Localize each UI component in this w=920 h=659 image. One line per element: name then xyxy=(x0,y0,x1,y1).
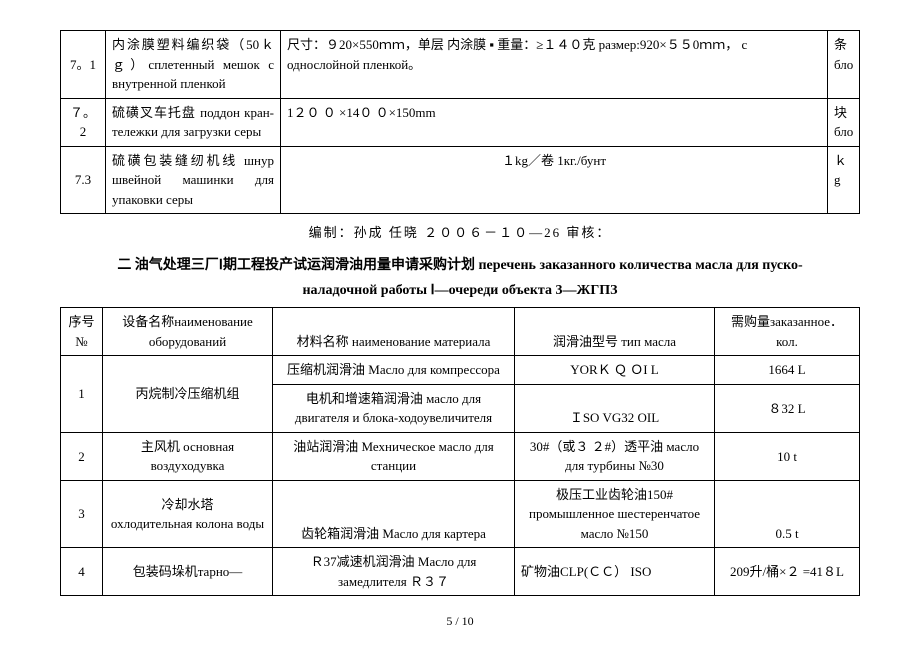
cell-qty: 0.5 t xyxy=(715,480,860,548)
footer-compiler: 编制：孙成 任晓 ２００６－１０—26 审核： xyxy=(60,222,860,241)
cell-name: 硫磺叉车托盘 поддон кран-тележки для загрузки … xyxy=(106,98,281,146)
cell-seq: 2 xyxy=(61,432,103,480)
cell-type: 极压工业齿轮油150# промышленное шестеренчатое м… xyxy=(515,480,715,548)
table-row: 7.3 硫磺包装缝纫机线 шнур швейной машинки для уп… xyxy=(61,146,860,214)
table-row: 7。1 内涂膜塑料编织袋（50ｋｇ）сплетенный мешок с вну… xyxy=(61,31,860,99)
cell-name: 内涂膜塑料编织袋（50ｋｇ）сплетенный мешок с внутрен… xyxy=(106,31,281,99)
cell-mat: 齿轮箱润滑油 Масло для картера xyxy=(273,480,515,548)
cell-mat: 压缩机润滑油 Масло для компрессора xyxy=(273,356,515,385)
cell-unit: 块 бло xyxy=(828,98,860,146)
cell-seq: 3 xyxy=(61,480,103,548)
cell-seq: 1 xyxy=(61,356,103,433)
cell-mat: 电机和增速箱润滑油 масло для двигателя и блока-хо… xyxy=(273,384,515,432)
table-row: 2 主风机 основная воздуходувка 油站润滑油 Мехнич… xyxy=(61,432,860,480)
cell-unit: ｋg xyxy=(828,146,860,214)
cell-num: ７。2 xyxy=(61,98,106,146)
page-number: 5 / 10 xyxy=(60,614,860,629)
header-equip: 设备名称наименование оборудований xyxy=(103,308,273,356)
cell-name: 硫磺包装缝纫机线 шнур швейной машинки для упаков… xyxy=(106,146,281,214)
cell-unit: 条 бло xyxy=(828,31,860,99)
section-title-line1: 二 油气处理三厂Ⅰ期工程投产试运润滑油用量申请采购计划 перечень зак… xyxy=(60,253,860,278)
cell-mat: Ｒ37减速机润滑油 Масло для замедлителя Ｒ３７ xyxy=(273,548,515,596)
table-row: ７。2 硫磺叉车托盘 поддон кран-тележки для загру… xyxy=(61,98,860,146)
table-header-row: 序号 № 设备名称наименование оборудований 材料名称 … xyxy=(61,308,860,356)
cell-type: ＩSO VG32 OIL xyxy=(515,384,715,432)
cell-mat: 油站润滑油 Мехническое масло для станции xyxy=(273,432,515,480)
cell-spec: 1２０ ０ ×14０ ０×150mm xyxy=(281,98,828,146)
cell-equip: 丙烷制冷压缩机组 xyxy=(103,356,273,433)
cell-qty: 10 t xyxy=(715,432,860,480)
table-row: 3 冷却水塔 охлодительная колона воды 齿轮箱润滑油 … xyxy=(61,480,860,548)
section-title: 二 油气处理三厂Ⅰ期工程投产试运润滑油用量申请采购计划 перечень зак… xyxy=(60,253,860,303)
cell-type: YORＫ Ｑ ＯI L xyxy=(515,356,715,385)
cell-type: 30#（或３ ２#）透平油 масло для турбины №30 xyxy=(515,432,715,480)
cell-qty: ８32 L xyxy=(715,384,860,432)
header-mat: 材料名称 наименование материала xyxy=(273,308,515,356)
header-qty: 需购量заказанное．кол. xyxy=(715,308,860,356)
header-type: 润滑油型号 тип масла xyxy=(515,308,715,356)
cell-equip: 冷却水塔 охлодительная колона воды xyxy=(103,480,273,548)
cell-num: 7.3 xyxy=(61,146,106,214)
table-lubricant: 序号 № 设备名称наименование оборудований 材料名称 … xyxy=(60,307,860,596)
cell-spec: 尺寸：９20×550ｍｍ，单层 内涂膜 ▪ 重量：≥１４０克 размер:92… xyxy=(281,31,828,99)
cell-qty: 1664 L xyxy=(715,356,860,385)
section-title-line2: наладочной работы Ⅰ—очереди объекта 3—ЖГ… xyxy=(60,278,860,303)
cell-type: 矿物油CLP(ＣＣ） ISO xyxy=(515,548,715,596)
cell-equip: 主风机 основная воздуходувка xyxy=(103,432,273,480)
cell-equip: 包装码垛机тарно— xyxy=(103,548,273,596)
header-seq: 序号 № xyxy=(61,308,103,356)
table-row: 4 包装码垛机тарно— Ｒ37减速机润滑油 Масло для замедл… xyxy=(61,548,860,596)
table-row: 1 丙烷制冷压缩机组 压缩机润滑油 Масло для компрессора … xyxy=(61,356,860,385)
cell-seq: 4 xyxy=(61,548,103,596)
cell-spec: １kg／卷 1кг./бунт xyxy=(281,146,828,214)
table-packaging: 7。1 内涂膜塑料编织袋（50ｋｇ）сплетенный мешок с вну… xyxy=(60,30,860,214)
cell-qty: 209升/桶×２ =41８L xyxy=(715,548,860,596)
cell-num: 7。1 xyxy=(61,31,106,99)
